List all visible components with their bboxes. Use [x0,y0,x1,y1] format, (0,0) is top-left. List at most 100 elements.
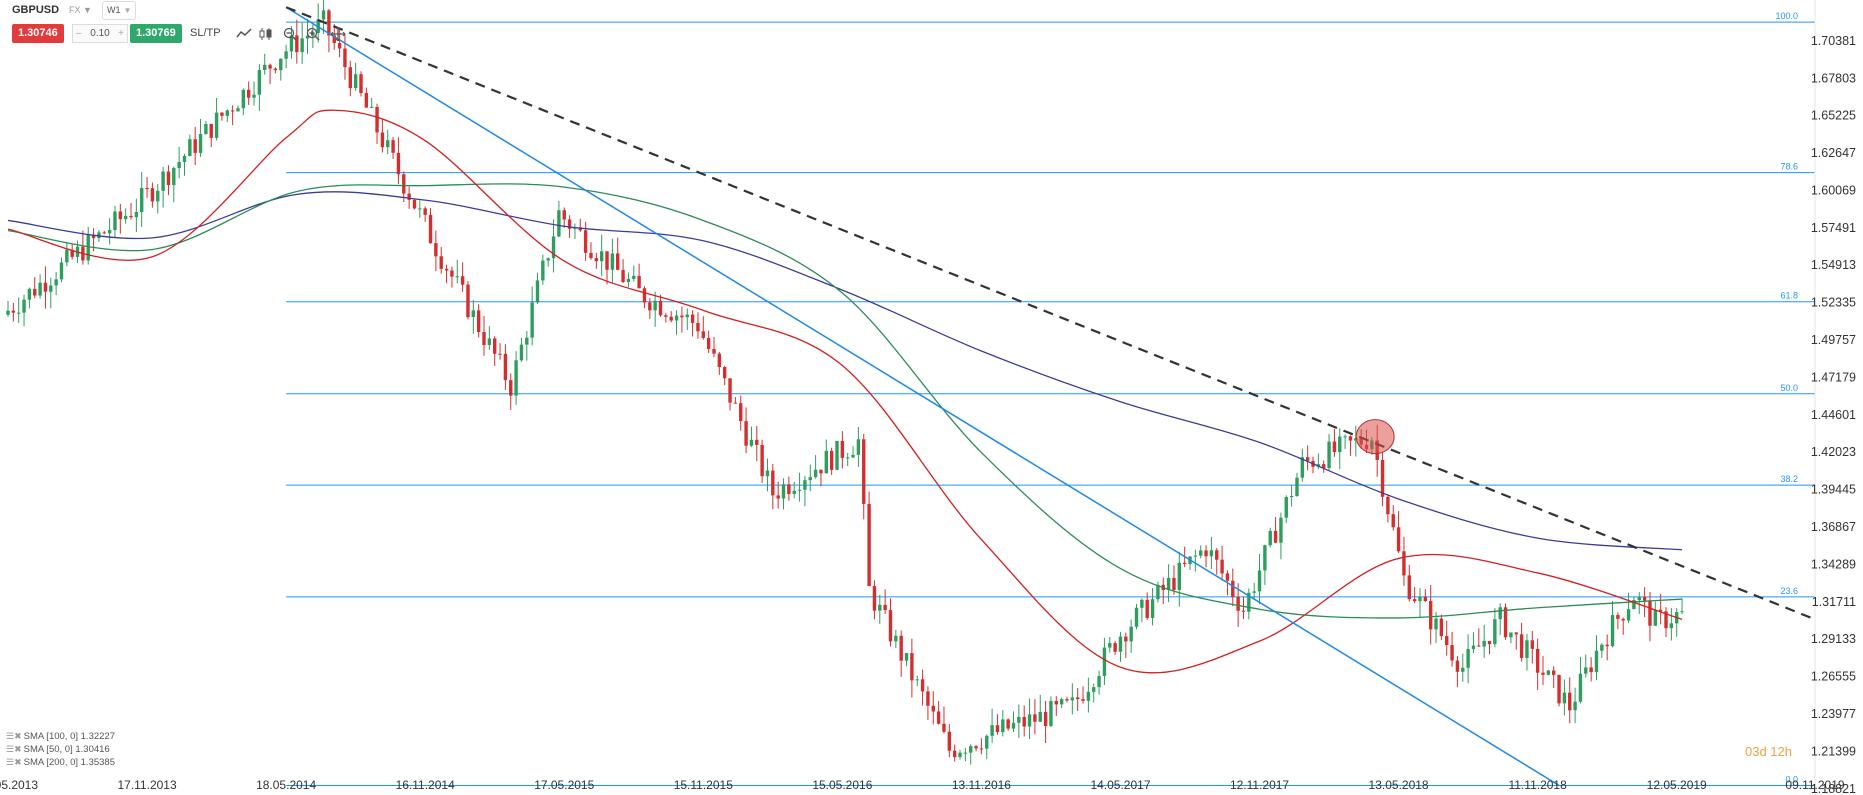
candle-body [353,74,358,89]
candle-body [878,604,882,611]
plus-icon[interactable]: + [118,28,124,39]
price-tick-label: 1.54913 [1811,258,1856,272]
candle-body [969,746,973,753]
candles-icon[interactable] [258,27,274,44]
candle-body [1332,441,1337,453]
indicator-settings-icon[interactable]: ☰✖ [6,731,22,741]
candle-body [1482,640,1486,647]
sltp-button[interactable]: SL/TP [190,27,221,39]
candle-body [1145,599,1149,618]
candle-body [1509,632,1513,638]
candle-body [594,258,599,262]
price-tick-label: 1.42023 [1811,445,1856,459]
candle-body [739,403,743,422]
legend-label: SMA [100, 0] 1.32227 [23,731,115,742]
spread-value: 0.10 [90,28,110,39]
candle-body [669,316,673,321]
candle-body [193,139,197,153]
candle-body [557,210,561,237]
candle-body [172,168,176,185]
candle-body [546,258,550,261]
candle-body [674,315,679,321]
candle-body [995,725,1000,733]
candle-body [1450,645,1454,661]
candle-body [942,723,946,732]
candle-body [1065,699,1069,701]
candle-body [664,315,668,317]
zoom-in-icon[interactable] [305,27,321,44]
candle-body [835,440,839,470]
minus-icon[interactable]: – [76,28,82,39]
date-axis[interactable]: 19.05.2013 17.11.2013 18.05.2014 16.11.2014… [0,778,1845,792]
symbol-label[interactable]: GBPUSD [12,4,60,16]
line-chart-icon[interactable] [236,27,252,42]
candle-body [1493,619,1497,645]
legend-item[interactable]: ☰✖ SMA [200, 0] 1.35385 [6,756,115,769]
legend-item[interactable]: ☰✖ SMA [50, 0] 1.30416 [6,743,115,756]
timeframe-dropdown[interactable]: W1 ▼ [102,1,137,20]
fibonacci-retracement[interactable]: 100.0 78.6 61.8 50.0 38.2 23.6 0.0 [286,11,1815,786]
candle-body [690,314,695,323]
candle-body [166,171,171,185]
sell-button[interactable]: 1.30746 [12,24,64,43]
candle-body [963,752,968,754]
candle-body [129,215,133,218]
indicator-settings-icon[interactable]: ☰✖ [6,757,22,767]
fib-level-label: 61.8 [1780,291,1798,301]
crosshair-icon[interactable] [330,26,346,44]
zoom-out-icon[interactable] [282,27,298,44]
candle-body [755,439,759,445]
candle-body [1236,596,1240,611]
price-tick-label: 1.65225 [1811,109,1856,123]
candle-body [1386,496,1390,515]
candle-body [321,10,326,20]
candle-body [1102,647,1107,677]
candle-body [1140,599,1144,608]
candle-body [551,236,556,259]
candle-body [391,140,395,153]
candle-body [824,450,829,474]
candle-body [418,208,422,210]
candle-body [1418,596,1422,602]
candle-body [846,457,850,459]
trendlines[interactable] [285,6,1816,787]
candle-body [257,69,262,95]
candle-body [86,235,90,261]
candle-body [1530,640,1534,649]
legend-item[interactable]: ☰✖ SMA [100, 0] 1.32227 [6,730,115,743]
candle-body [712,349,716,354]
candle-body [434,243,438,257]
candle-body [1108,643,1112,648]
price-axis[interactable]: 1.70381 1.67803 1.65225 1.62647 1.60069 1.574… [1811,0,1856,795]
candle-body [1578,673,1583,702]
candle-body [1626,609,1631,621]
spread-stepper[interactable]: – 0.10 + [72,24,128,43]
candle-body [856,439,861,455]
indicator-settings-icon[interactable]: ☰✖ [6,744,22,754]
candle-body [765,470,770,477]
price-tick-label: 1.29133 [1811,632,1856,646]
candle-body [1092,687,1096,692]
candle-body [920,679,925,692]
candle-body [225,110,229,116]
candle-body [444,268,449,271]
chevron-down-icon: ▼ [83,5,92,15]
candle-body [1551,670,1556,675]
candle-body [1503,607,1508,638]
candle-body [1150,599,1155,618]
sma-line [7,191,1683,551]
candle-body [1081,699,1085,701]
candle-body [680,315,684,318]
candle-body [1621,618,1625,621]
candle-body [1445,636,1449,646]
date-tick-label: 09.11.2019 [1785,778,1844,792]
date-tick-label: 18.05.2014 [256,778,316,792]
exchange-dropdown[interactable]: FX ▼ [69,5,92,15]
candle-body [16,312,21,314]
candle-body [1295,477,1299,497]
candle-body [792,490,796,495]
candle-body [1033,714,1037,722]
buy-button[interactable]: 1.30769 [130,24,182,43]
candle-body [616,253,620,270]
